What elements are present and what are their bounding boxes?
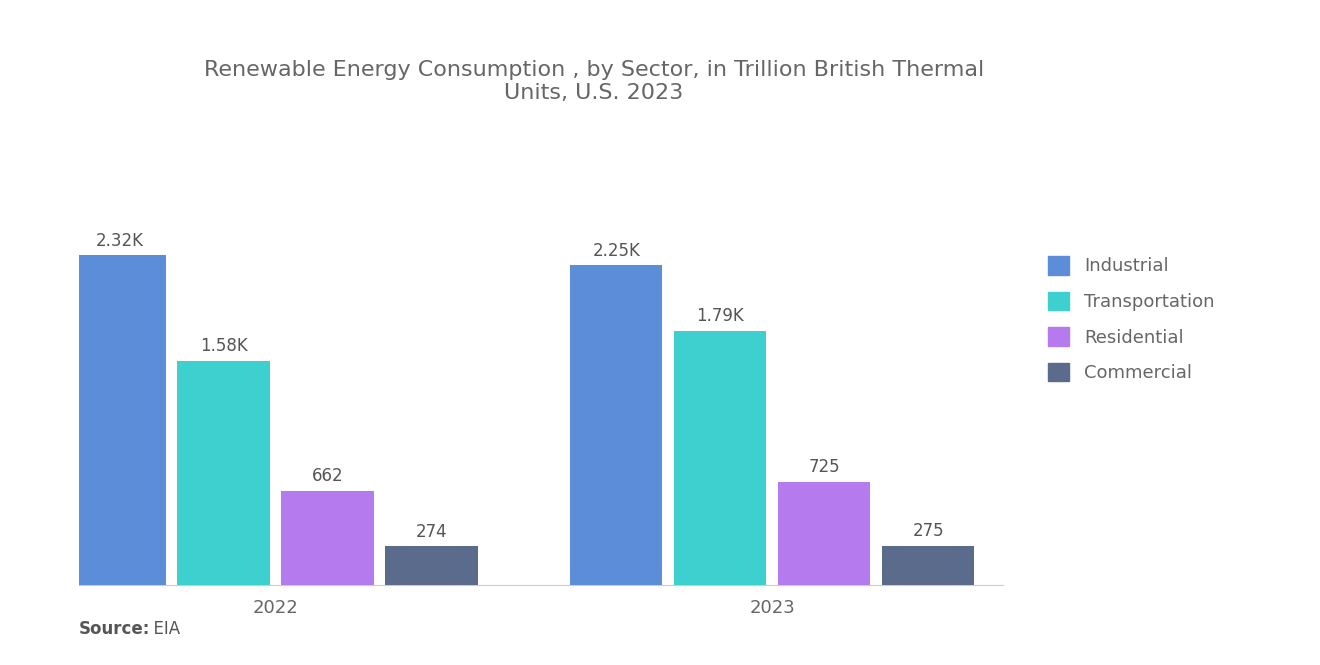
- Bar: [777, 482, 870, 585]
- Bar: [675, 331, 767, 585]
- Text: Renewable Energy Consumption , by Sector, in Trillion British Thermal
Units, U.S: Renewable Energy Consumption , by Sector…: [203, 60, 985, 103]
- Text: 1.79K: 1.79K: [697, 307, 744, 325]
- Text: 2.25K: 2.25K: [593, 241, 640, 259]
- Text: EIA: EIA: [143, 620, 180, 638]
- Text: 725: 725: [808, 458, 840, 476]
- Text: 275: 275: [912, 523, 944, 541]
- Bar: [882, 546, 974, 585]
- Bar: [74, 255, 166, 585]
- Text: Source:: Source:: [79, 620, 150, 638]
- Bar: [281, 491, 374, 585]
- Text: 662: 662: [312, 467, 343, 485]
- Bar: [177, 360, 269, 585]
- Text: 2.32K: 2.32K: [95, 231, 144, 249]
- Text: 274: 274: [416, 523, 447, 541]
- Bar: [385, 546, 478, 585]
- Text: 1.58K: 1.58K: [199, 337, 247, 355]
- Bar: [570, 265, 663, 585]
- Legend: Industrial, Transportation, Residential, Commercial: Industrial, Transportation, Residential,…: [1039, 247, 1224, 391]
